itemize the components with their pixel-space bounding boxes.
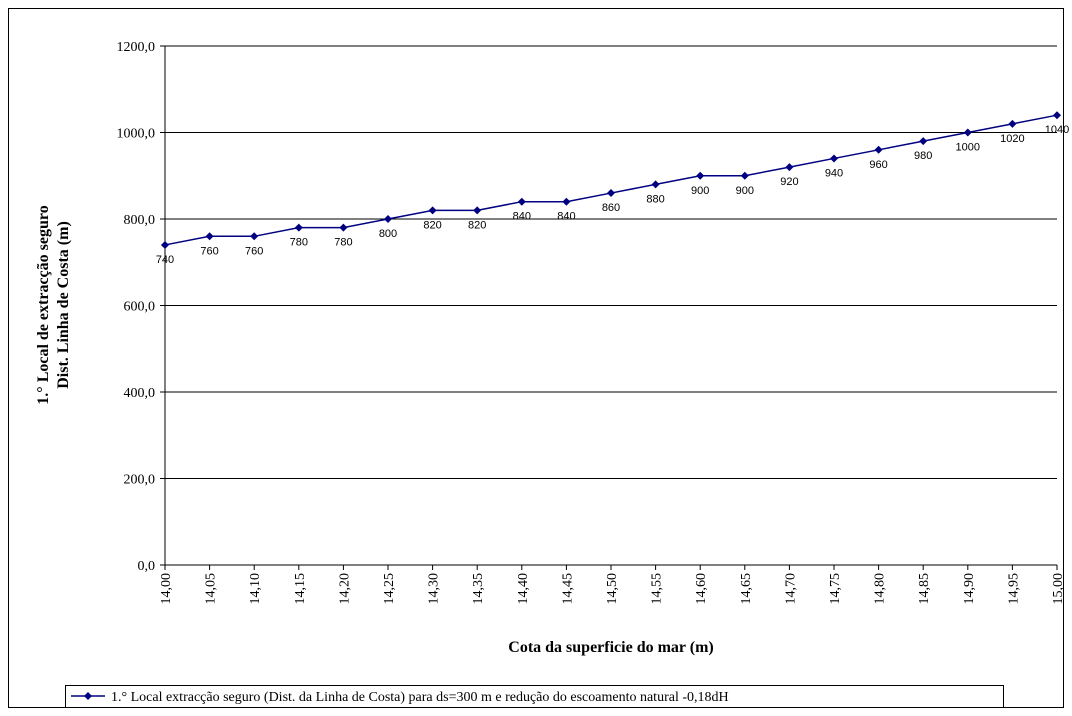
x-tick-label: 14,20 (337, 573, 352, 605)
data-label: 780 (334, 237, 352, 249)
data-point (963, 128, 972, 137)
x-axis-title: Cota da superficie do mar (m) (508, 639, 713, 656)
x-tick-label: 14,55 (650, 573, 665, 605)
y-tick-label: 0,0 (138, 559, 156, 574)
data-point (339, 223, 348, 232)
data-point (473, 206, 482, 215)
legend-label: 1.° Local extracção seguro (Dist. da Lin… (111, 690, 729, 705)
x-tick-label: 14,30 (427, 573, 442, 605)
x-tick-label: 14,00 (159, 573, 174, 605)
data-label: 960 (869, 159, 887, 171)
x-tick-label: 14,65 (739, 573, 754, 605)
data-label: 760 (200, 245, 218, 257)
y-axis-title: 1.° Local de extracção seguro (35, 205, 52, 404)
x-tick-label: 14,95 (1006, 573, 1021, 605)
data-label: 760 (245, 245, 263, 257)
legend-marker (84, 692, 92, 700)
x-tick-label: 14,75 (828, 573, 843, 605)
x-tick-label: 14,35 (471, 573, 486, 605)
x-tick-label: 14,85 (917, 573, 932, 605)
x-tick-label: 14,25 (382, 573, 397, 605)
data-point (562, 197, 571, 206)
y-tick-label: 1000,0 (117, 127, 156, 142)
x-tick-label: 14,90 (962, 573, 977, 605)
data-point (919, 137, 928, 146)
data-point (607, 189, 615, 198)
x-tick-label: 14,10 (248, 573, 263, 605)
data-point (250, 232, 259, 241)
x-tick-label: 14,05 (204, 573, 219, 605)
x-tick-label: 15,00 (1051, 573, 1066, 605)
data-point (830, 154, 838, 163)
data-point (428, 206, 437, 215)
data-point (517, 197, 526, 206)
data-label: 860 (602, 202, 620, 214)
y-tick-label: 200,0 (124, 473, 156, 488)
data-point (696, 171, 705, 180)
data-point (1008, 119, 1017, 128)
chart-frame (8, 8, 1064, 708)
data-label: 1000 (956, 142, 980, 154)
y-tick-label: 1200,0 (117, 40, 156, 55)
data-label: 800 (379, 228, 397, 240)
data-point (205, 232, 214, 241)
data-label: 740 (156, 254, 174, 266)
y-tick-label: 800,0 (124, 213, 156, 228)
data-label: 900 (691, 185, 709, 197)
data-point (874, 145, 883, 154)
data-label: 820 (468, 219, 486, 231)
data-point (740, 171, 749, 180)
legend-box (65, 685, 1004, 708)
data-point (294, 223, 303, 232)
data-label: 900 (736, 185, 754, 197)
data-label: 780 (290, 237, 308, 249)
data-label: 920 (780, 176, 798, 188)
data-label: 880 (646, 193, 664, 205)
y-axis-title: Dist. Linha de Costa (m) (55, 221, 72, 389)
x-tick-label: 14,45 (560, 573, 575, 605)
y-tick-label: 600,0 (124, 300, 156, 315)
x-tick-label: 14,15 (293, 573, 308, 605)
data-label: 1040 (1045, 124, 1069, 136)
x-tick-label: 14,40 (516, 573, 531, 605)
x-tick-label: 14,50 (605, 573, 620, 605)
data-label: 980 (914, 150, 932, 162)
data-point (785, 163, 794, 172)
data-point (651, 180, 660, 189)
data-point (1053, 111, 1061, 120)
data-point (161, 240, 169, 249)
data-label: 940 (825, 167, 843, 179)
x-tick-label: 14,80 (873, 573, 888, 605)
data-label: 840 (513, 211, 531, 223)
data-label: 840 (557, 211, 575, 223)
data-point (384, 215, 392, 223)
x-tick-label: 14,70 (783, 573, 798, 605)
x-tick-label: 14,60 (694, 573, 709, 605)
data-label: 820 (423, 219, 441, 231)
data-label: 1020 (1000, 133, 1024, 145)
y-tick-label: 400,0 (124, 386, 156, 401)
